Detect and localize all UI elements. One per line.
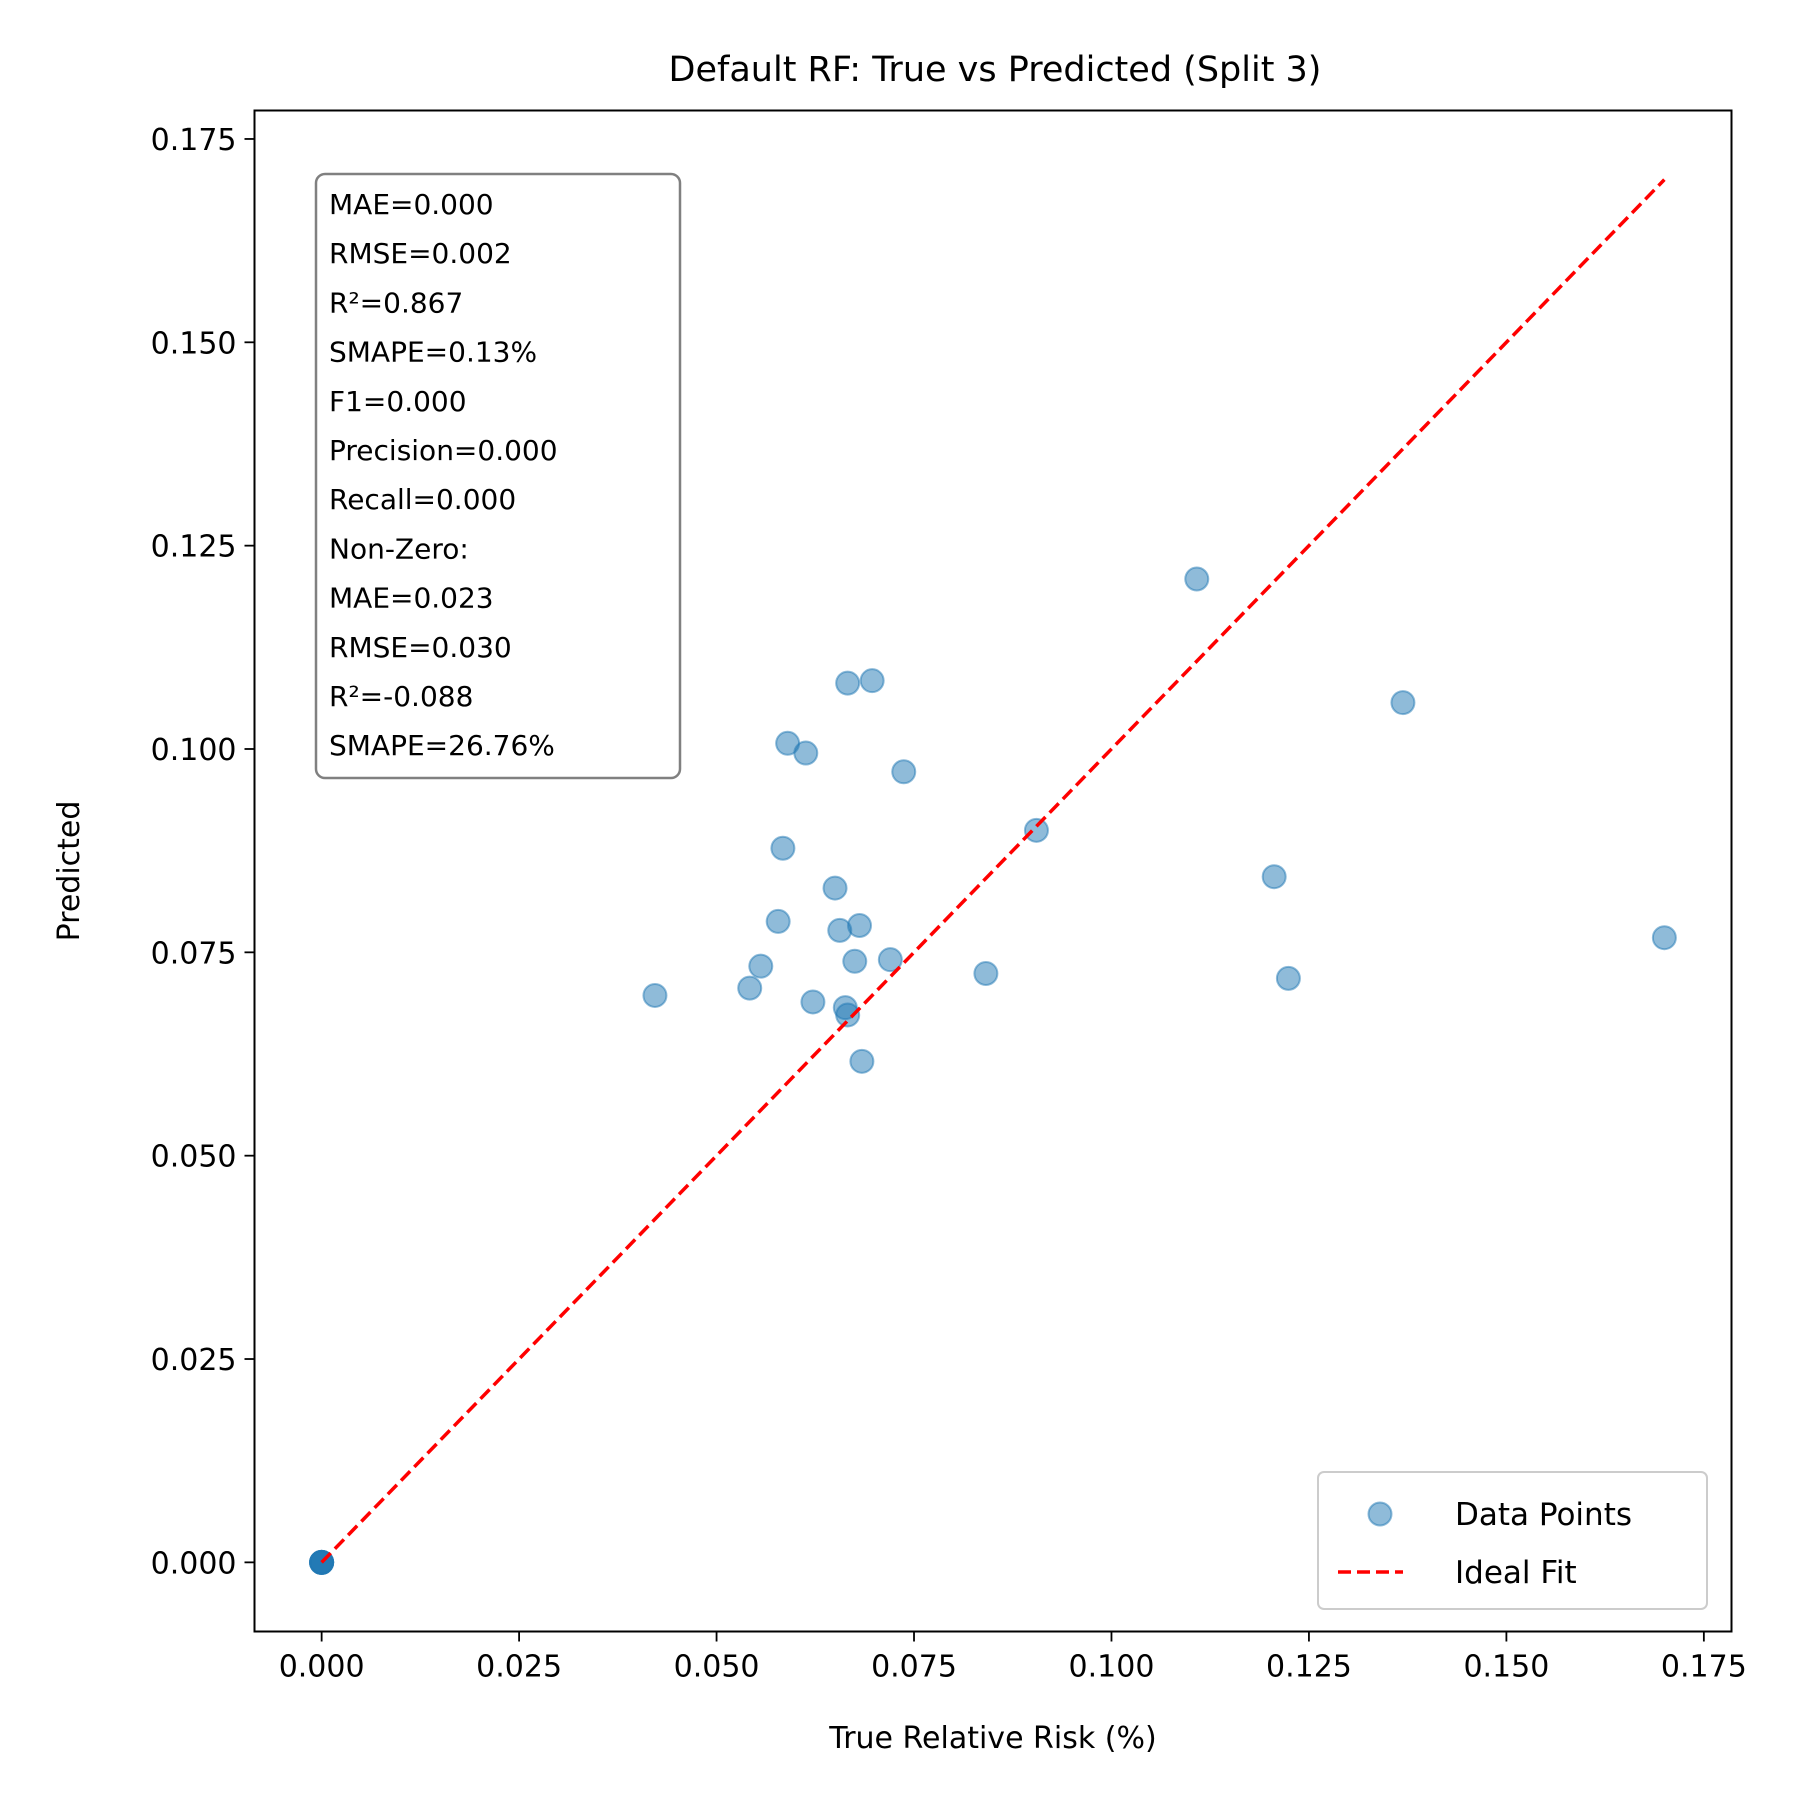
data-point — [770, 835, 796, 861]
ideal-fit-line — [320, 178, 1666, 1564]
data-point — [847, 912, 873, 938]
ideal-fit-series — [320, 178, 1666, 1564]
metric-line: R²=0.867 — [329, 286, 463, 319]
chart-title: Default RF: True vs Predicted (Split 3) — [669, 50, 1322, 90]
data-point — [973, 960, 999, 986]
data-point — [1651, 925, 1677, 951]
legend-label-data-points: Data Points — [1455, 1497, 1632, 1533]
x-tick-label: 0.025 — [476, 1650, 562, 1685]
data-point — [849, 1048, 875, 1074]
data-point — [822, 875, 848, 901]
metrics-annotation-text: MAE=0.000 RMSE=0.002 R²=0.867 SMAPE=0.13% F1… — [329, 188, 558, 762]
metric-line: SMAPE=26.76% — [329, 729, 555, 762]
metric-line: R²=-0.088 — [329, 680, 473, 713]
metric-line: MAE=0.023 — [329, 582, 494, 615]
metric-line: Recall=0.000 — [329, 483, 516, 516]
x-tick-label: 0.000 — [279, 1650, 365, 1685]
metric-line: F1=0.000 — [329, 385, 467, 418]
data-point — [1261, 864, 1287, 890]
data-point — [765, 908, 791, 934]
y-tick-label: 0.025 — [151, 1343, 237, 1378]
y-tick-label: 0.000 — [151, 1546, 237, 1581]
x-axis-label: True Relative Risk (%) — [828, 1721, 1156, 1756]
x-tick-label: 0.075 — [871, 1650, 957, 1685]
metrics-annotation-box: MAE=0.000 RMSE=0.002 R²=0.867 SMAPE=0.13% F1… — [314, 172, 682, 780]
legend-frame — [1317, 1471, 1708, 1610]
x-tick-label: 0.100 — [1069, 1650, 1155, 1685]
y-tick-label: 0.100 — [151, 733, 237, 768]
data-point — [842, 948, 868, 974]
legend-entries: Data Points Ideal Fit — [1338, 1497, 1632, 1591]
metric-line: RMSE=0.030 — [329, 631, 512, 664]
data-point — [793, 740, 819, 766]
x-tick-label: 0.150 — [1463, 1650, 1549, 1685]
legend-marker-data-points — [1367, 1501, 1393, 1527]
data-point — [891, 759, 917, 785]
data-point — [1023, 817, 1049, 843]
x-tick-label: 0.050 — [674, 1650, 760, 1685]
x-tick-label: 0.125 — [1266, 1650, 1352, 1685]
data-point — [642, 982, 668, 1008]
x-tick-label: 0.175 — [1661, 1650, 1747, 1685]
y-axis-label: Predicted — [52, 801, 87, 942]
y-tick-label: 0.125 — [151, 530, 237, 565]
data-point — [748, 953, 774, 979]
metrics-annotation-frame — [314, 172, 682, 780]
y-tick-label: 0.175 — [151, 123, 237, 158]
data-point — [877, 947, 903, 973]
y-tick-label: 0.075 — [151, 936, 237, 971]
data-point — [1275, 965, 1301, 991]
metric-line: MAE=0.000 — [329, 188, 494, 221]
data-point — [1390, 690, 1416, 716]
data-point — [859, 668, 885, 694]
legend: Data Points Ideal Fit — [1317, 1471, 1708, 1610]
x-axis-ticks: 0.000 0.025 0.050 0.075 0.100 0.125 0.150 0.175 — [279, 1631, 1747, 1685]
legend-label-ideal-fit: Ideal Fit — [1455, 1555, 1577, 1591]
metric-line: Non-Zero: — [329, 532, 469, 565]
metric-line: SMAPE=0.13% — [329, 336, 537, 369]
plot-area-frame — [253, 109, 1733, 1633]
data-point — [835, 1002, 861, 1028]
data-point — [1184, 566, 1210, 592]
metric-line: RMSE=0.002 — [329, 237, 512, 270]
y-axis-ticks: 0.000 0.025 0.050 0.075 0.100 0.125 0.150 0.175 — [151, 123, 255, 1581]
y-tick-label: 0.150 — [151, 326, 237, 361]
data-point — [737, 975, 763, 1001]
data-point — [800, 989, 826, 1015]
metric-line: Precision=0.000 — [329, 434, 558, 467]
data-point — [835, 670, 861, 696]
y-tick-label: 0.050 — [151, 1140, 237, 1175]
